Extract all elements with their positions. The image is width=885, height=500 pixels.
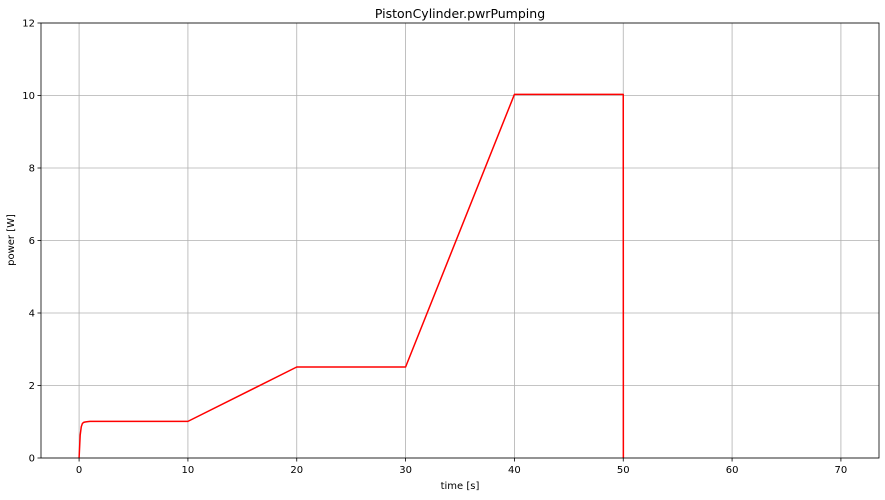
chart-title: PistonCylinder.pwrPumping [375,6,545,21]
series-line-0 [78,93,625,459]
y-tick-label: 8 [29,164,35,175]
x-axis-label: time [s] [441,481,480,492]
x-tick-label: 40 [508,465,521,476]
x-tick-label: 0 [76,465,82,476]
axis-ticks: 0 10 20 30 40 50 60 70 0 2 4 6 8 10 12 [22,19,847,477]
series-layer [78,93,625,459]
x-tick-label: 50 [617,465,630,476]
x-tick-label: 70 [835,465,848,476]
x-tick-label: 60 [726,465,739,476]
y-tick-label: 4 [29,309,35,320]
y-tick-label: 2 [29,381,35,392]
x-tick-label: 10 [182,465,195,476]
x-tick-label: 20 [290,465,303,476]
y-axis-label: power [W] [6,214,17,266]
plot-frame [40,22,880,459]
y-tick-label: 0 [29,454,35,465]
y-tick-label: 12 [22,19,35,30]
y-tick-label: 6 [29,236,35,247]
y-tick-label: 10 [22,91,35,102]
x-tick-label: 30 [399,465,412,476]
